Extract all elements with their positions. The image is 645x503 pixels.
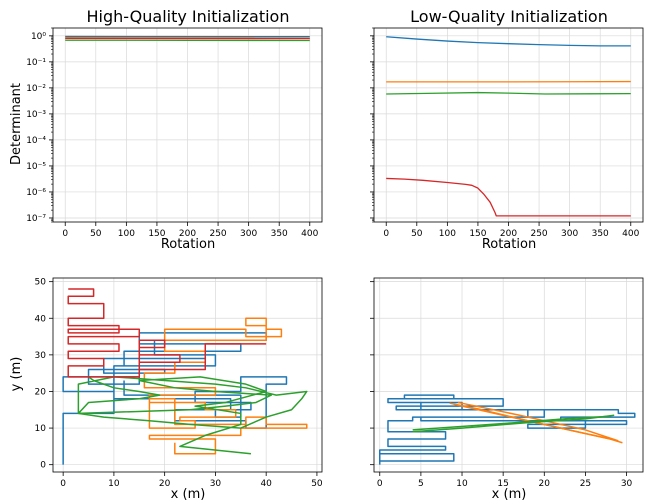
- y-tick-label: 10⁻⁷: [26, 214, 46, 224]
- x-tick-label: 300: [561, 229, 578, 239]
- y-tick-label: 10⁻³: [26, 110, 46, 120]
- y-tick-label: 10⁻⁵: [26, 162, 46, 172]
- x-tick-label: 10: [108, 479, 120, 489]
- panel-tl: 10⁰ 10⁻¹ 10⁻² 10⁻³ 10⁻⁴ 10⁻⁵ 10⁻⁶ 10⁻⁷ 0 50 100 150…: [26, 27, 323, 239]
- x-tick-label: 50: [311, 479, 323, 489]
- x-tick-label: 400: [301, 229, 318, 239]
- x-tick-label: 200: [179, 229, 196, 239]
- x-tick-label: 0: [377, 479, 383, 489]
- y-tick-label: 50: [35, 278, 47, 288]
- panel-title-low-quality: Low-Quality Initialization: [410, 7, 608, 26]
- y-tick-label: 0: [40, 461, 46, 471]
- series-line-blue: [379, 394, 636, 465]
- y-tick-label: 30: [35, 351, 47, 361]
- x-tick-label: 20: [159, 479, 171, 489]
- x-tick-label: 5: [418, 479, 424, 489]
- series-line-orange: [143, 317, 308, 455]
- x-tick-label: 150: [469, 229, 486, 239]
- plot-frame: [52, 27, 323, 223]
- x-tick-label: 200: [500, 229, 517, 239]
- plot-frame: [373, 277, 644, 473]
- y-tick-label: 10⁻¹: [26, 58, 46, 68]
- x-tick-label: 25: [580, 479, 591, 489]
- x-tick-label: 50: [90, 229, 102, 239]
- y-axis-label-determinant: Determinant: [9, 83, 24, 165]
- x-axis-label-top-right: Rotation: [482, 237, 536, 252]
- x-tick-label: 100: [118, 229, 135, 239]
- x-tick-label: 0: [60, 479, 66, 489]
- x-tick-label: 10: [456, 479, 468, 489]
- plot-frame: [52, 277, 323, 473]
- y-tick-label: 10⁻⁶: [26, 188, 46, 198]
- series-line-orange: [449, 402, 615, 441]
- x-tick-label: 300: [240, 229, 257, 239]
- series-line-blue: [386, 36, 631, 47]
- x-tick-label: 15: [497, 479, 508, 489]
- x-tick-label: 20: [539, 479, 551, 489]
- y-tick-label: 10⁻⁴: [26, 136, 46, 146]
- x-tick-label: 400: [622, 229, 639, 239]
- x-tick-label: 30: [210, 479, 222, 489]
- x-axis-label-bottom-right: x (m): [492, 487, 527, 502]
- y-tick-label: 10⁻²: [26, 84, 46, 94]
- series-line-green: [77, 376, 308, 455]
- x-tick-label: 40: [260, 479, 272, 489]
- x-tick-label: 350: [271, 229, 288, 239]
- x-tick-label: 0: [62, 229, 68, 239]
- series-line-green: [386, 91, 631, 95]
- panel-br: 0 5 10 15 20 25 30: [370, 277, 644, 489]
- y-tick-label: 40: [35, 314, 47, 324]
- series-line-orange: [457, 401, 619, 442]
- x-tick-label: 50: [411, 229, 423, 239]
- x-axis-label-top-left: Rotation: [161, 237, 215, 252]
- series-line-red: [67, 288, 267, 378]
- plot-frame: [373, 27, 644, 223]
- x-tick-label: 250: [530, 229, 547, 239]
- series-line-red: [386, 177, 631, 217]
- x-tick-label: 0: [383, 229, 389, 239]
- x-tick-label: 100: [439, 229, 456, 239]
- x-tick-label: 30: [621, 479, 633, 489]
- y-tick-label: 10⁰: [31, 32, 46, 42]
- y-tick-label: 20: [35, 387, 47, 397]
- panel-bl: 0 10 20 30 40 50 0 10 20 30 40 50: [35, 277, 323, 489]
- panel-tr: 0 50 100 150 200 250 300 350 400: [370, 27, 644, 239]
- x-tick-label: 350: [592, 229, 609, 239]
- x-tick-label: 250: [209, 229, 226, 239]
- y-axis-label-y: y (m): [9, 357, 24, 392]
- x-tick-label: 150: [148, 229, 165, 239]
- y-tick-label: 10: [35, 424, 47, 434]
- series-line-green: [412, 415, 611, 431]
- x-axis-label-bottom-left: x (m): [171, 487, 206, 502]
- panel-title-high-quality: High-Quality Initialization: [87, 7, 290, 26]
